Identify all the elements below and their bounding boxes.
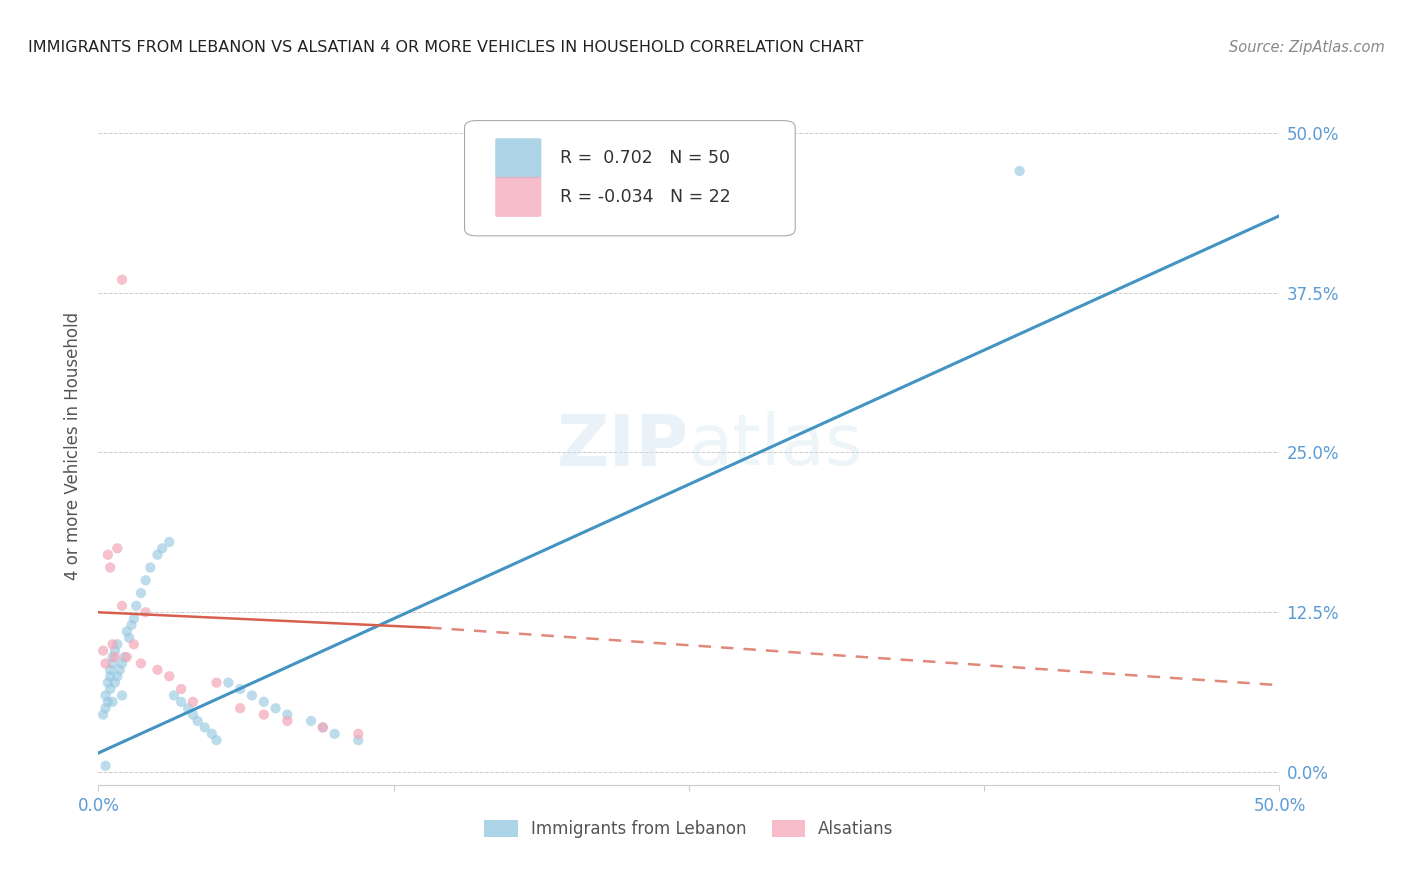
Point bbox=[157, 535, 180, 549]
Point bbox=[91, 643, 114, 657]
Point bbox=[101, 657, 124, 671]
Point bbox=[129, 657, 152, 671]
Text: atlas: atlas bbox=[689, 411, 863, 481]
Point bbox=[98, 663, 121, 677]
FancyBboxPatch shape bbox=[464, 120, 796, 235]
Point bbox=[187, 714, 209, 728]
Point bbox=[312, 720, 335, 734]
Point bbox=[229, 681, 252, 696]
Point bbox=[104, 675, 127, 690]
Point bbox=[122, 612, 145, 626]
Point bbox=[94, 758, 117, 772]
Point bbox=[105, 637, 128, 651]
Text: R =  0.702   N = 50: R = 0.702 N = 50 bbox=[560, 149, 730, 167]
Point bbox=[170, 681, 193, 696]
Point bbox=[94, 701, 117, 715]
Point bbox=[94, 689, 117, 703]
Point bbox=[115, 624, 138, 639]
Text: Source: ZipAtlas.com: Source: ZipAtlas.com bbox=[1229, 40, 1385, 55]
Point bbox=[91, 707, 114, 722]
Point bbox=[299, 714, 322, 728]
FancyBboxPatch shape bbox=[495, 138, 541, 178]
Point bbox=[139, 560, 162, 574]
Point bbox=[111, 273, 134, 287]
Point bbox=[253, 695, 276, 709]
Point bbox=[150, 541, 173, 556]
Point bbox=[129, 586, 152, 600]
Point bbox=[229, 701, 252, 715]
Text: ZIP: ZIP bbox=[557, 411, 689, 481]
Point bbox=[101, 637, 124, 651]
Point bbox=[97, 675, 120, 690]
Y-axis label: 4 or more Vehicles in Household: 4 or more Vehicles in Household bbox=[65, 312, 83, 580]
Point bbox=[125, 599, 148, 613]
Point bbox=[104, 650, 127, 665]
Point bbox=[101, 650, 124, 665]
Point bbox=[181, 695, 204, 709]
Point bbox=[146, 548, 169, 562]
Point bbox=[104, 643, 127, 657]
Point bbox=[264, 701, 287, 715]
Point bbox=[157, 669, 180, 683]
Point bbox=[98, 669, 121, 683]
Point bbox=[276, 707, 298, 722]
Point bbox=[205, 733, 228, 747]
Point bbox=[97, 548, 120, 562]
Point bbox=[105, 669, 128, 683]
FancyBboxPatch shape bbox=[495, 177, 541, 217]
Point bbox=[177, 701, 200, 715]
Point bbox=[201, 727, 224, 741]
Point bbox=[98, 560, 121, 574]
Legend: Immigrants from Lebanon, Alsatians: Immigrants from Lebanon, Alsatians bbox=[478, 813, 900, 845]
Point bbox=[115, 650, 138, 665]
Point bbox=[253, 707, 276, 722]
Point bbox=[276, 714, 298, 728]
Text: IMMIGRANTS FROM LEBANON VS ALSATIAN 4 OR MORE VEHICLES IN HOUSEHOLD CORRELATION : IMMIGRANTS FROM LEBANON VS ALSATIAN 4 OR… bbox=[28, 40, 863, 55]
Point bbox=[108, 663, 131, 677]
Point bbox=[181, 707, 204, 722]
Point bbox=[121, 618, 143, 632]
Point bbox=[105, 541, 128, 556]
Point bbox=[240, 689, 263, 703]
Point bbox=[347, 733, 370, 747]
Point bbox=[146, 663, 169, 677]
Point bbox=[97, 695, 120, 709]
Point bbox=[163, 689, 186, 703]
Point bbox=[323, 727, 346, 741]
Point bbox=[135, 605, 157, 619]
Point bbox=[194, 720, 217, 734]
Point bbox=[347, 727, 370, 741]
Point bbox=[98, 681, 121, 696]
Point bbox=[122, 637, 145, 651]
Point bbox=[1008, 164, 1031, 178]
Point bbox=[111, 689, 134, 703]
Point bbox=[217, 675, 239, 690]
Point bbox=[111, 599, 134, 613]
Point bbox=[111, 657, 134, 671]
Point bbox=[112, 650, 135, 665]
Point bbox=[118, 631, 141, 645]
Point bbox=[94, 657, 117, 671]
Point bbox=[135, 574, 157, 588]
Point bbox=[205, 675, 228, 690]
Point bbox=[312, 720, 335, 734]
Point bbox=[170, 695, 193, 709]
Text: R = -0.034   N = 22: R = -0.034 N = 22 bbox=[560, 188, 731, 206]
Point bbox=[101, 695, 124, 709]
